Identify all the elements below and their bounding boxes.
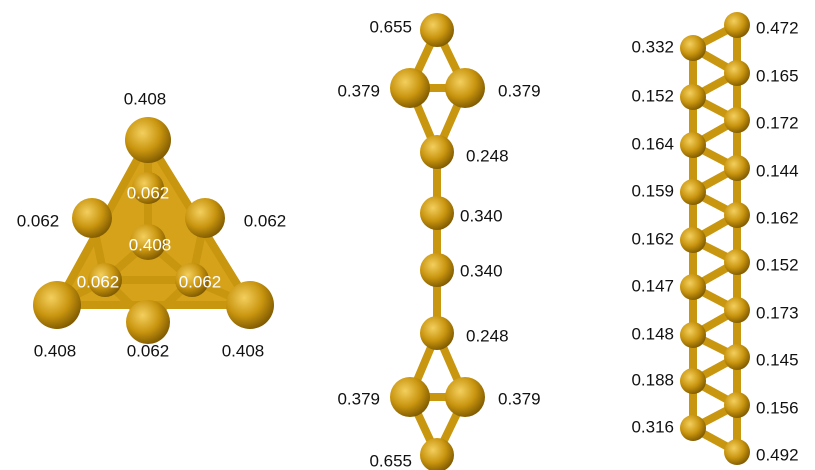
atom: [390, 68, 430, 108]
atom: [132, 172, 164, 204]
atom: [125, 117, 171, 163]
atom: [724, 202, 750, 228]
charge-label: 0.062: [127, 183, 170, 202]
charge-label: 0.162: [756, 208, 799, 227]
charge-label: 0.379: [337, 81, 380, 100]
atom: [126, 300, 170, 344]
charge-label: 0.248: [466, 326, 509, 345]
atom: [420, 316, 454, 350]
atom: [680, 35, 706, 61]
atom: [390, 377, 430, 417]
atom: [420, 13, 454, 47]
charge-label: 0.492: [756, 445, 799, 464]
charge-label: 0.062: [244, 211, 287, 230]
atom: [680, 368, 706, 394]
atom: [680, 322, 706, 348]
charge-label: 0.164: [631, 134, 674, 153]
charge-label: 0.472: [756, 18, 799, 37]
atom: [724, 249, 750, 275]
charge-label: 0.248: [466, 146, 509, 165]
atom: [724, 297, 750, 323]
charge-label: 0.188: [631, 370, 674, 389]
charge-label: 0.340: [460, 261, 503, 280]
charge-label: 0.173: [756, 303, 799, 322]
charge-label: 0.408: [124, 89, 167, 108]
atom: [724, 392, 750, 418]
charge-label: 0.408: [129, 235, 172, 254]
atom: [72, 198, 112, 238]
atom: [226, 281, 274, 329]
charge-label: 0.062: [127, 341, 170, 360]
charge-label: 0.147: [631, 276, 674, 295]
charge-label: 0.148: [631, 324, 674, 343]
atom: [680, 179, 706, 205]
atom: [724, 107, 750, 133]
charge-label: 0.062: [179, 272, 222, 291]
charge-label: 0.062: [77, 272, 120, 291]
atom: [420, 438, 454, 470]
atom: [88, 263, 122, 297]
charge-label: 0.316: [631, 417, 674, 436]
atom: [420, 196, 454, 230]
atom: [680, 132, 706, 158]
atom: [445, 377, 485, 417]
charge-label: 0.062: [17, 211, 60, 230]
atom: [420, 135, 454, 169]
charge-label: 0.379: [498, 389, 541, 408]
atom: [724, 344, 750, 370]
charge-label: 0.152: [631, 86, 674, 105]
charge-label: 0.379: [337, 389, 380, 408]
atom: [33, 281, 81, 329]
charge-label: 0.655: [369, 17, 412, 36]
charge-label: 0.408: [222, 341, 265, 360]
atom: [680, 84, 706, 110]
charge-label: 0.162: [631, 229, 674, 248]
charge-label: 0.144: [756, 161, 799, 180]
atom: [680, 415, 706, 441]
atom: [185, 198, 225, 238]
charge-label: 0.165: [756, 66, 799, 85]
charge-label: 0.159: [631, 181, 674, 200]
charge-label: 0.332: [631, 37, 674, 56]
atom: [175, 263, 209, 297]
atom: [724, 155, 750, 181]
charge-label: 0.340: [460, 206, 503, 225]
atom: [724, 12, 750, 38]
atom: [680, 227, 706, 253]
charge-label: 0.172: [756, 113, 799, 132]
atom: [724, 439, 750, 465]
atom: [445, 68, 485, 108]
atom: [724, 60, 750, 86]
atom: [130, 224, 166, 260]
charge-label: 0.379: [498, 81, 541, 100]
atom: [420, 253, 454, 287]
atom: [680, 274, 706, 300]
charge-label: 0.408: [34, 341, 77, 360]
charge-label: 0.145: [756, 350, 799, 369]
charge-label: 0.655: [369, 451, 412, 470]
charge-label: 0.156: [756, 398, 799, 417]
charge-label: 0.152: [756, 255, 799, 274]
